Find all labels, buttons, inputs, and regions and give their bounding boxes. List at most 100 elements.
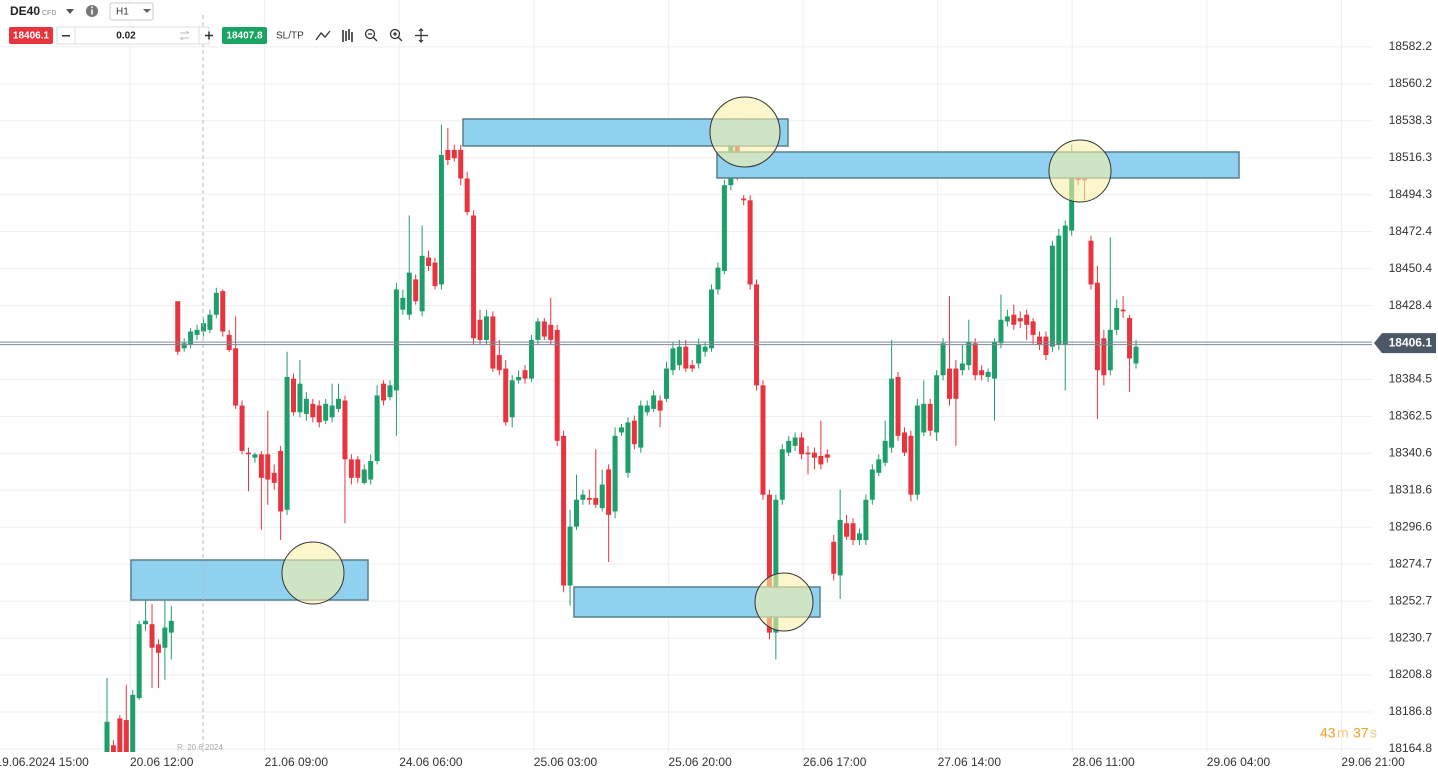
candle-body <box>316 405 322 423</box>
y-tick-label: 18428.4 <box>1389 298 1433 312</box>
candle-body <box>541 321 547 337</box>
timeframe-select[interactable] <box>109 2 154 21</box>
volume-input[interactable]: 0.02 <box>116 31 136 42</box>
swap-icon[interactable] <box>179 30 190 41</box>
candle-body <box>882 440 888 463</box>
minus-button[interactable] <box>62 35 70 37</box>
candle-body <box>721 185 727 271</box>
line-chart-icon[interactable] <box>315 30 331 41</box>
symbol-dropdown[interactable] <box>66 9 74 14</box>
x-tick-label: 24.06 06:00 <box>399 755 463 769</box>
candle-body <box>1101 338 1107 376</box>
buy-button[interactable] <box>222 27 267 44</box>
y-tick-label: 18296.6 <box>1389 519 1433 533</box>
candle-body <box>998 319 1004 344</box>
candle-body <box>284 376 290 510</box>
plus-button[interactable] <box>205 31 213 40</box>
candle-body <box>503 368 509 423</box>
candle-body <box>824 454 830 458</box>
x-tick-label: 25.06 03:00 <box>534 755 598 769</box>
candle-body <box>297 383 303 413</box>
x-tick-label: 20.06 12:00 <box>130 755 194 769</box>
candle-body <box>329 405 335 418</box>
candle-body <box>856 533 862 541</box>
candle-body <box>766 494 772 633</box>
candle-body <box>619 427 624 433</box>
candle-body <box>972 343 978 376</box>
candle-body <box>959 363 965 371</box>
y-tick-label: 18340.6 <box>1389 445 1433 459</box>
candle-body <box>400 297 406 310</box>
candle-body <box>657 400 663 411</box>
y-tick-label: 18186.8 <box>1389 704 1433 718</box>
timeframe: H1 <box>116 7 129 18</box>
candle-body <box>1024 314 1030 325</box>
candle-body <box>805 452 811 455</box>
candle-body <box>1107 329 1113 371</box>
y-tick-label: 18252.7 <box>1389 593 1433 607</box>
symbol: DE40 <box>10 4 40 18</box>
candle-body <box>483 316 489 340</box>
candle-icon[interactable] <box>342 29 353 42</box>
candle-body <box>612 435 618 512</box>
candle-body <box>451 149 457 159</box>
y-tick-label: 18208.8 <box>1389 667 1433 681</box>
x-tick-label: 21.06 09:00 <box>265 755 329 769</box>
info-icon-glyph <box>91 6 93 9</box>
candle-body <box>239 405 245 451</box>
candle-body <box>670 348 676 371</box>
sell-button[interactable] <box>9 27 53 44</box>
highlight-circle <box>1048 139 1112 203</box>
x-tick-label: 19.06.2024 15:00 <box>0 755 89 769</box>
candle-body <box>393 289 399 391</box>
sltp-button[interactable]: SL/TP <box>276 31 304 42</box>
y-tick-label: 18318.6 <box>1389 482 1433 496</box>
candle-body <box>554 329 560 441</box>
candle-body <box>1069 175 1075 231</box>
candle-body <box>1120 309 1126 312</box>
timer: 43 m 37 s <box>1320 725 1377 741</box>
candle-body <box>927 403 933 431</box>
candle-body <box>567 526 573 586</box>
candle-body <box>702 346 708 352</box>
zoom-out-icon[interactable] <box>364 28 376 40</box>
candle-body <box>683 346 689 369</box>
timer-seconds-unit: s <box>1370 725 1377 741</box>
candle-body <box>130 694 136 752</box>
timer-seconds: 37 <box>1353 725 1369 741</box>
candle-body <box>779 449 785 500</box>
timer-minutes-unit: m <box>1337 725 1349 741</box>
candle-body <box>220 291 226 332</box>
candle-body <box>381 383 387 401</box>
candle-body <box>233 348 239 406</box>
candle-body <box>1004 316 1010 322</box>
candle-body <box>348 459 354 478</box>
y-tick-label: 18164.8 <box>1389 741 1433 755</box>
candle-body <box>245 452 251 455</box>
candle-body <box>445 149 451 160</box>
pan-icon[interactable] <box>415 28 428 43</box>
candle-body <box>599 484 605 509</box>
candle-body <box>162 627 168 648</box>
candle-body <box>773 499 779 633</box>
candle-body <box>1017 318 1023 322</box>
candle-body <box>715 267 721 290</box>
x-tick-label: 26.06 17:00 <box>803 755 867 769</box>
y-tick-label: 18560.2 <box>1389 76 1433 90</box>
candle-body <box>586 498 592 500</box>
candle-body <box>155 644 161 653</box>
y-tick-label: 18274.7 <box>1389 556 1433 570</box>
candle-body <box>992 341 998 379</box>
candle-body <box>1011 314 1017 325</box>
zoom-in-icon[interactable] <box>389 28 401 40</box>
candle-body <box>760 385 766 495</box>
candle-body <box>1133 346 1139 364</box>
candle-body <box>387 385 393 398</box>
candle-body <box>754 284 760 386</box>
candle-body <box>985 371 991 377</box>
price-badge <box>1374 333 1436 354</box>
candle-body <box>869 469 875 500</box>
candle-body <box>895 376 901 436</box>
candle-body <box>966 341 972 366</box>
candle-body <box>143 620 149 625</box>
